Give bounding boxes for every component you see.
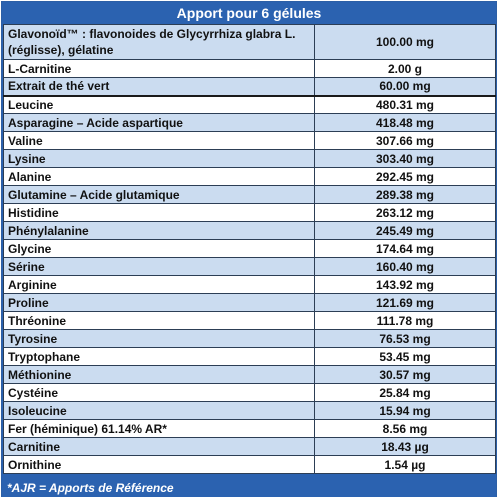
- ingredient-name: Asparagine – Acide aspartique: [3, 113, 315, 132]
- table-row: Leucine 480.31 mg: [3, 95, 496, 114]
- ingredient-amount: 30.57 mg: [314, 365, 496, 384]
- table-row: Sérine 160.40 mg: [3, 257, 496, 276]
- ingredient-name: Arginine: [3, 275, 315, 294]
- ingredient-amount: 263.12 mg: [314, 203, 496, 222]
- footnote: *AJR = Apports de Référence: [2, 479, 496, 497]
- table-row: Alanine 292.45 mg: [3, 167, 496, 186]
- ingredient-name: Glycine: [3, 239, 315, 258]
- ingredient-name: Fer (héminique) 61.14% AR*: [3, 419, 315, 438]
- ingredient-amount: 480.31 mg: [314, 95, 496, 114]
- ingredient-amount: 8.56 mg: [314, 419, 496, 438]
- ingredient-amount: 2.00 g: [314, 59, 496, 78]
- table-row: Cystéine 25.84 mg: [3, 383, 496, 402]
- ingredient-amount: 53.45 mg: [314, 347, 496, 366]
- ingredient-name: Valine: [3, 131, 315, 150]
- ingredient-amount: 121.69 mg: [314, 293, 496, 312]
- table-row: Proline 121.69 mg: [3, 293, 496, 312]
- table-row: Fer (héminique) 61.14% AR* 8.56 mg: [3, 419, 496, 438]
- table-row: Isoleucine 15.94 mg: [3, 401, 496, 420]
- ingredient-amount: 18.43 µg: [314, 437, 496, 456]
- table-row: L-Carnitine 2.00 g: [3, 59, 496, 78]
- table-row: Glavonoïd™ : flavonoides de Glycyrrhiza …: [3, 24, 496, 60]
- table-row: Phénylalanine 245.49 mg: [3, 221, 496, 240]
- ingredient-name: Tryptophane: [3, 347, 315, 366]
- ingredient-amount: 25.84 mg: [314, 383, 496, 402]
- ingredient-name: Tyrosine: [3, 329, 315, 348]
- ingredient-name: Extrait de thé vert: [3, 77, 315, 97]
- ingredient-amount: 100.00 mg: [314, 24, 496, 60]
- ingredient-amount: 60.00 mg: [314, 77, 496, 97]
- table-row: Tryptophane 53.45 mg: [3, 347, 496, 366]
- ingredient-amount: 292.45 mg: [314, 167, 496, 186]
- table-row: Ornithine 1.54 µg: [3, 455, 496, 474]
- ingredient-amount: 307.66 mg: [314, 131, 496, 150]
- ingredient-name: Carnitine: [3, 437, 315, 456]
- table-row: Lysine 303.40 mg: [3, 149, 496, 168]
- table-row: Asparagine – Acide aspartique 418.48 mg: [3, 113, 496, 132]
- ingredient-name: Cystéine: [3, 383, 315, 402]
- ingredient-name: Isoleucine: [3, 401, 315, 420]
- ingredient-amount: 1.54 µg: [314, 455, 496, 474]
- table-row: Histidine 263.12 mg: [3, 203, 496, 222]
- ingredient-name: Leucine: [3, 95, 315, 114]
- composition-table: Glavonoïd™ : flavonoides de Glycyrrhiza …: [3, 24, 496, 474]
- ingredient-amount: 143.92 mg: [314, 275, 496, 294]
- ingredient-name: Proline: [3, 293, 315, 312]
- ingredient-amount: 111.78 mg: [314, 311, 496, 330]
- ingredient-name: Glavonoïd™ : flavonoides de Glycyrrhiza …: [3, 24, 315, 60]
- table-row: Valine 307.66 mg: [3, 131, 496, 150]
- table-row: Glutamine – Acide glutamique 289.38 mg: [3, 185, 496, 204]
- table-row: Tyrosine 76.53 mg: [3, 329, 496, 348]
- ingredient-name: Phénylalanine: [3, 221, 315, 240]
- ingredient-name: L-Carnitine: [3, 59, 315, 78]
- ingredient-name: Thréonine: [3, 311, 315, 330]
- ingredient-name: Glutamine – Acide glutamique: [3, 185, 315, 204]
- ingredient-amount: 303.40 mg: [314, 149, 496, 168]
- table-row: Thréonine 111.78 mg: [3, 311, 496, 330]
- table-row: Carnitine 18.43 µg: [3, 437, 496, 456]
- ingredient-amount: 15.94 mg: [314, 401, 496, 420]
- table-row: Glycine 174.64 mg: [3, 239, 496, 258]
- ingredient-amount: 174.64 mg: [314, 239, 496, 258]
- ingredient-name: Histidine: [3, 203, 315, 222]
- ingredient-amount: 418.48 mg: [314, 113, 496, 132]
- ingredient-amount: 289.38 mg: [314, 185, 496, 204]
- table-row: Extrait de thé vert 60.00 mg: [3, 77, 496, 97]
- ingredient-name: Sérine: [3, 257, 315, 276]
- table-header: Apport pour 6 gélules: [2, 2, 496, 24]
- ingredient-name: Alanine: [3, 167, 315, 186]
- ingredient-name: Ornithine: [3, 455, 315, 474]
- ingredient-amount: 245.49 mg: [314, 221, 496, 240]
- ingredient-name: Lysine: [3, 149, 315, 168]
- table-row: Arginine 143.92 mg: [3, 275, 496, 294]
- ingredient-name: Méthionine: [3, 365, 315, 384]
- table-row: Méthionine 30.57 mg: [3, 365, 496, 384]
- ingredient-amount: 160.40 mg: [314, 257, 496, 276]
- ingredient-amount: 76.53 mg: [314, 329, 496, 348]
